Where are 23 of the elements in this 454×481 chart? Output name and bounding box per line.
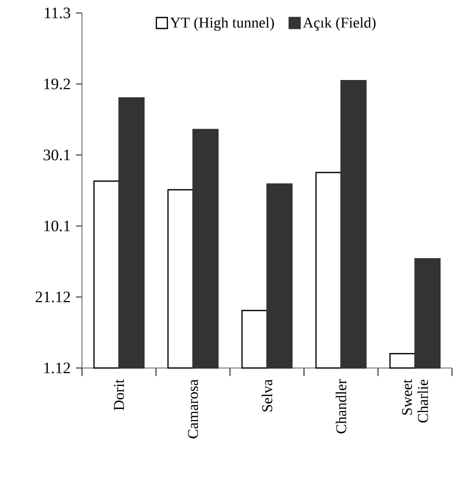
text: 30.1: [44, 150, 70, 160]
text: 21.12: [36, 292, 70, 302]
x-tick-label: Selva: [262, 379, 272, 412]
legend-label: Açık (Field): [302, 17, 376, 31]
bar: [93, 180, 120, 369]
x-tick-label: Camarosa: [188, 379, 198, 438]
bar: [167, 189, 194, 369]
bar: [266, 183, 293, 369]
x-tick-label: Chandler: [336, 379, 346, 434]
bar: [340, 80, 367, 369]
text: 11.3: [44, 8, 70, 18]
bar: [118, 97, 145, 369]
bar: [241, 310, 268, 369]
bar: [414, 258, 441, 369]
bar: [389, 353, 416, 369]
text: 19.2: [44, 78, 70, 90]
bar: [192, 128, 219, 369]
x-tick-label: Dorit: [114, 379, 124, 410]
legend-label: YT (High tunnel): [170, 17, 274, 31]
text: 1.12: [44, 362, 70, 374]
text: 10.1: [44, 220, 70, 232]
x-tick-label: Sweet Charlie: [402, 379, 428, 423]
bar: [315, 172, 342, 369]
